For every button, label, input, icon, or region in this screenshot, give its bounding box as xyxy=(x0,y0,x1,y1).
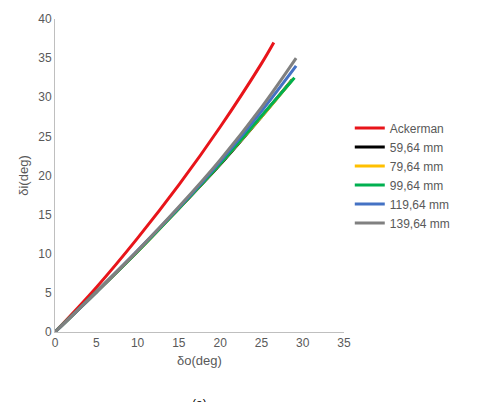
svg-text:25: 25 xyxy=(38,130,52,144)
svg-text:5: 5 xyxy=(93,336,100,350)
svg-text:59,64 mm: 59,64 mm xyxy=(390,141,443,155)
svg-text:15: 15 xyxy=(38,208,52,222)
svg-text:20: 20 xyxy=(38,169,52,183)
svg-text:99,64 mm: 99,64 mm xyxy=(390,179,443,193)
svg-text:30: 30 xyxy=(38,90,52,104)
svg-text:35: 35 xyxy=(337,336,351,350)
svg-text:139,64 mm: 139,64 mm xyxy=(390,217,450,231)
svg-text:10: 10 xyxy=(131,336,145,350)
svg-text:79,64 mm: 79,64 mm xyxy=(390,160,443,174)
svg-text:20: 20 xyxy=(213,336,227,350)
svg-text:40: 40 xyxy=(38,12,52,26)
svg-text:0: 0 xyxy=(45,325,52,339)
svg-text:30: 30 xyxy=(296,336,310,350)
svg-text:15: 15 xyxy=(172,336,186,350)
svg-text:0: 0 xyxy=(52,336,59,350)
svg-text:35: 35 xyxy=(38,51,52,65)
svg-text:5: 5 xyxy=(45,286,52,300)
svg-text:10: 10 xyxy=(38,247,52,261)
svg-text:119,64 mm: 119,64 mm xyxy=(390,198,449,212)
svg-text:(a): (a) xyxy=(192,397,207,402)
svg-text:25: 25 xyxy=(255,336,269,350)
svg-text:δo(deg): δo(deg) xyxy=(177,353,222,368)
svg-text:Ackerman: Ackerman xyxy=(390,122,444,136)
svg-text:δi(deg): δi(deg) xyxy=(16,155,31,195)
